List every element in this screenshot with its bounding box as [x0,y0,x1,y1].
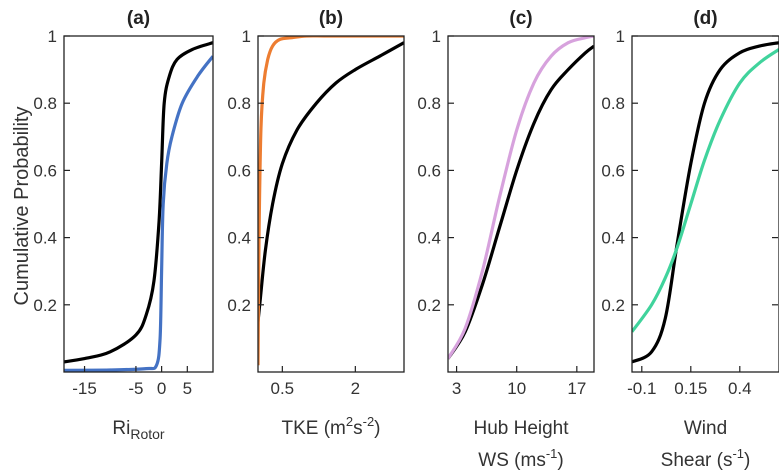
panel-1-xtick-label: -5 [128,379,143,398]
panel-1-series-2-line [64,55,213,372]
panel-3-xtick-label: 3 [452,379,461,398]
panel-1-frame [63,35,214,373]
panel-1-ytick-label: 0.4 [33,229,57,248]
panel-1-series-1-line [64,41,213,364]
panel-3-ytick-label: 0.2 [417,296,441,315]
panel-4: 0.2 0.4 0.6 0.8 1 -0.1 0.15 0.4 (d) Wind Shear (s-… [601,8,779,471]
panel-3-series-2-line [448,36,594,360]
panel-4-xtick-label: 0.15 [674,379,707,398]
panel-4-xtick-label: 0.4 [728,379,752,398]
panel-3-xlabel-line2: WS (ms-1) [478,446,563,471]
panel-2-ytick-label: 1 [242,27,251,46]
panel-1-xtick-label: 0 [157,379,166,398]
panel-2-title: (b) [319,8,343,29]
panel-4-xtick-label: -0.1 [627,379,656,398]
panel-3-series-1-line [448,44,594,360]
panel-1-ytick-label: 0.8 [33,94,57,113]
panel-4-ytick-label: 0.2 [601,296,625,315]
panel-1-xtick-label: 5 [183,379,192,398]
panel-2-frame [257,35,405,373]
panel-1-xtick-label: -15 [72,379,97,398]
panel-2-ytick-label: 0.2 [227,296,251,315]
panel-1: 0.2 0.4 0.6 0.8 1 -15 -5 0 5 (a) RiRotor [33,8,214,442]
panel-1-ytick-label: 0.2 [33,296,57,315]
panel-3-xtick-label: 17 [567,379,586,398]
panel-1-ytick-label: 1 [48,27,57,46]
panel-3-ytick-label: 0.4 [417,229,441,248]
panel-4-ytick-label: 0.8 [601,94,625,113]
panel-4-title: (d) [693,8,717,29]
panel-3-ytick-label: 0.6 [417,161,441,180]
panel-3-frame [447,35,595,373]
panel-3-xtick-label: 10 [507,379,526,398]
panel-4-frame [631,35,779,373]
panel-2-xlabel: TKE (m2s-2) [281,414,380,439]
y-axis-label: Cumulative Probability [11,107,33,306]
panel-2-ytick-label: 0.4 [227,229,251,248]
panel-2-xtick-label: 0.5 [271,379,295,398]
panel-1-ytick-label: 0.6 [33,161,57,180]
panel-4-xlabel: Wind [684,418,727,439]
panel-2-ytick-label: 0.6 [227,161,251,180]
panel-3: 0.2 0.4 0.6 0.8 1 3 10 17 (c) Hub Height WS (ms-1) [417,8,595,471]
panel-4-xlabel-line2: Shear (s-1) [661,446,751,471]
panel-4-ytick-label: 0.4 [601,229,625,248]
panel-3-ytick-label: 0.8 [417,94,441,113]
panel-2-series-2-line [258,36,404,366]
panel-3-xlabel: Hub Height [473,418,569,439]
panel-2-xtick-label: 2 [351,379,360,398]
panel-4-ytick-label: 1 [616,27,625,46]
panel-4-series-1-line [632,41,779,364]
panel-2-ytick-label: 0.8 [227,94,251,113]
panel-3-title: (c) [509,8,532,29]
panel-2-series-1-line [258,41,404,322]
panel-2: 0.2 0.4 0.6 0.8 1 0.5 2 (b) TKE (m2s-2) [227,8,405,439]
panel-4-ytick-label: 0.6 [601,161,625,180]
panel-1-xlabel: RiRotor [112,418,165,442]
panel-1-title: (a) [127,8,150,29]
panel-4-series-2-line [632,48,779,333]
panel-3-ytick-label: 1 [432,27,441,46]
